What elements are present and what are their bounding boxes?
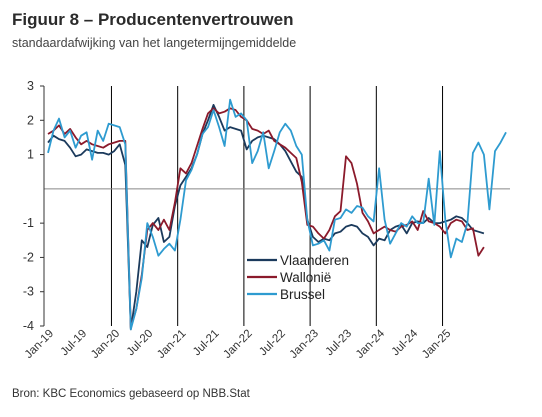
- legend-label: Brussel: [280, 287, 325, 302]
- x-tick-label: Jul-24: [390, 327, 421, 358]
- chart-subtitle: standaardafwijking van het langetermijng…: [12, 36, 297, 50]
- x-tick-label: Jan-23: [288, 328, 321, 361]
- y-tick-label: 2: [27, 113, 34, 127]
- y-tick-label: -3: [23, 285, 34, 299]
- y-tick-label: -1: [23, 216, 34, 230]
- x-tick-label: Jan-21: [155, 328, 188, 361]
- x-tick-label: Jan-20: [89, 328, 122, 361]
- x-tick-label: Jul-22: [257, 328, 288, 359]
- series-line-vlaanderen: [47, 104, 485, 331]
- chart-source: Bron: KBC Economics gebaseerd op NBB.Sta…: [12, 388, 250, 400]
- series-line-walloni: [47, 107, 485, 329]
- x-tick-label: Jul-20: [125, 328, 156, 359]
- chart-title: Figuur 8 – Producentenvertrouwen: [12, 10, 294, 29]
- x-tick-label: Jan-24: [354, 327, 388, 361]
- x-tick-label: Jul-21: [191, 328, 222, 359]
- y-tick-label: 1: [27, 148, 34, 162]
- y-tick-label: -2: [23, 250, 34, 264]
- series-line-brussel: [47, 98, 507, 331]
- x-tick-label: Jul-19: [59, 328, 90, 359]
- x-tick-label: Jan-22: [221, 328, 254, 361]
- legend-label: Vlaanderen: [280, 253, 349, 268]
- y-tick-label: -4: [23, 319, 34, 333]
- legend-label: Wallonië: [280, 270, 331, 285]
- x-tick-label: Jul-23: [323, 328, 354, 359]
- x-tick-label: Jan-25: [420, 328, 453, 361]
- y-tick-label: 3: [27, 79, 34, 93]
